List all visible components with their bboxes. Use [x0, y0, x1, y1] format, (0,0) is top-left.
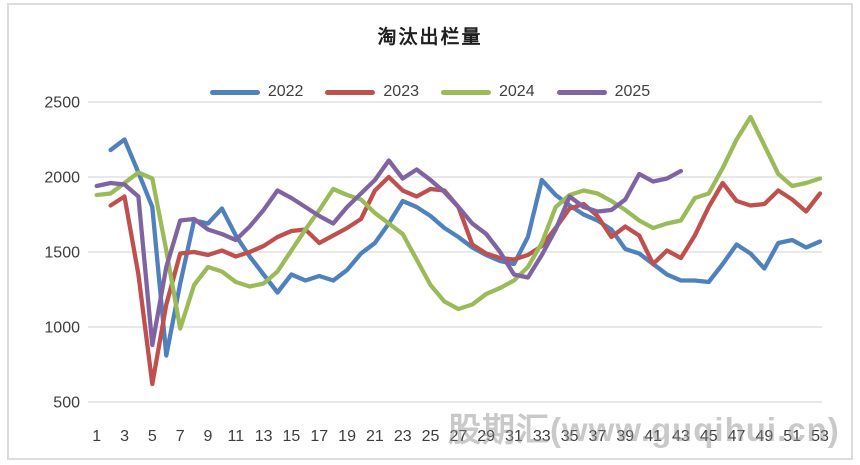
x-tick-label: 13 [255, 428, 273, 445]
x-tick-label: 23 [394, 428, 412, 445]
x-tick-label: 31 [505, 428, 523, 445]
x-tick-label: 15 [283, 428, 301, 445]
legend-item-2024: 2024 [441, 83, 535, 101]
series-line-2022 [108, 137, 823, 358]
legend-swatch-2022 [209, 89, 260, 95]
legend-swatch-2023 [325, 89, 376, 95]
x-tick-label: 53 [811, 428, 829, 445]
x-tick-label: 51 [783, 428, 801, 445]
x-tick-label: 33 [533, 428, 551, 445]
legend-label: 2023 [383, 83, 419, 100]
legend-label: 2024 [499, 83, 535, 100]
y-tick-label: 2000 [44, 170, 80, 187]
x-tick-label: 11 [227, 428, 244, 445]
series-line-2025 [94, 158, 684, 348]
y-tick-label: 1000 [44, 320, 80, 337]
x-tick-label: 43 [672, 428, 690, 445]
legend-item-2023: 2023 [325, 83, 419, 101]
legend-label: 2025 [614, 83, 651, 100]
x-tick-label: 49 [755, 428, 773, 445]
x-tick-label: 1 [92, 428, 101, 445]
legend-label: 2022 [267, 83, 304, 100]
chart-title: 淘汰出栏量 [377, 27, 483, 48]
x-tick-label: 37 [589, 428, 607, 445]
x-tick-label: 5 [148, 428, 157, 445]
y-tick-label: 1500 [44, 245, 80, 262]
x-tick-label: 7 [176, 428, 185, 445]
x-tick-label: 3 [120, 428, 129, 445]
x-tick-label: 9 [204, 428, 213, 445]
x-tick-label: 27 [449, 428, 467, 445]
x-tick-label: 19 [338, 428, 356, 445]
series-line-2024 [94, 114, 823, 331]
x-tick-label: 35 [561, 428, 579, 445]
x-tick-label: 47 [728, 428, 746, 445]
x-tick-label: 29 [477, 428, 495, 445]
y-tick-label: 2500 [44, 95, 80, 112]
x-tick-label: 41 [644, 428, 662, 445]
legend-swatch-2024 [441, 89, 491, 95]
x-tick-label: 17 [310, 428, 328, 445]
y-tick-label: 500 [53, 395, 80, 412]
x-tick-label: 39 [616, 428, 634, 445]
x-tick-label: 25 [422, 428, 440, 445]
legend-item-2022: 2022 [209, 83, 304, 101]
series-line-2023 [108, 174, 823, 387]
legend: 2022 2023 2024 2025 [0, 83, 860, 101]
x-tick-label: 21 [366, 428, 384, 445]
legend-swatch-2025 [556, 89, 607, 95]
legend-item-2025: 2025 [556, 83, 651, 101]
x-tick-label: 45 [700, 428, 718, 445]
